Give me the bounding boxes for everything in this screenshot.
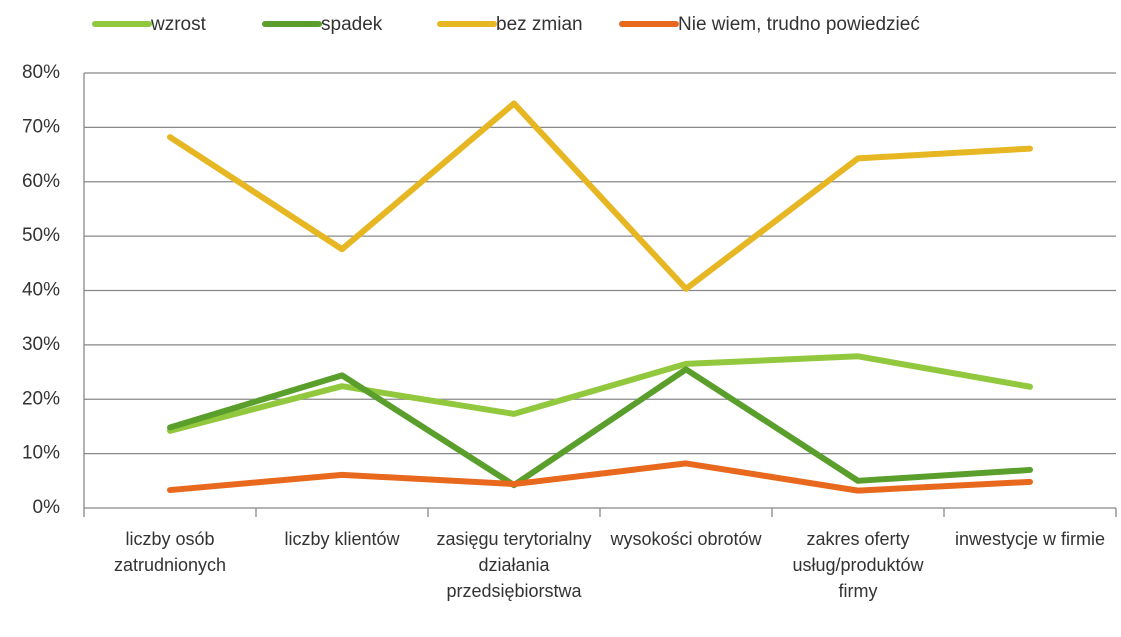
x-tick-label: wysokości obrotów	[610, 529, 762, 549]
y-tick-label: 40%	[22, 280, 60, 301]
y-tick-label: 80%	[22, 62, 60, 83]
y-tick-label: 70%	[22, 116, 60, 137]
x-tick-label: liczby osób zatrudnionych	[113, 529, 227, 575]
y-tick-label: 10%	[22, 443, 60, 464]
x-tick-label: inwestycje w firmie	[954, 529, 1106, 549]
y-tick-label: 20%	[22, 388, 60, 409]
y-tick-label: 50%	[22, 225, 60, 246]
line-series	[167, 100, 1033, 292]
legend-label: bez zmian	[496, 14, 583, 35]
y-tick-label: 0%	[33, 497, 61, 518]
y-tick-label: 60%	[22, 171, 60, 192]
legend-label: spadek	[321, 14, 383, 35]
line-series	[167, 353, 1033, 434]
line-series	[167, 460, 1033, 494]
x-tick-label: zasięgu terytorialny działania przedsięb…	[436, 529, 592, 601]
legend-label: wzrost	[150, 14, 207, 35]
x-tick-label: liczby klientów	[284, 529, 400, 549]
line-series	[167, 366, 1033, 489]
x-tick-label: zakres oferty usług/produktów firmy	[792, 529, 924, 601]
y-tick-label: 30%	[22, 334, 60, 355]
legend-label: Nie wiem, trudno powiedzieć	[678, 14, 920, 35]
